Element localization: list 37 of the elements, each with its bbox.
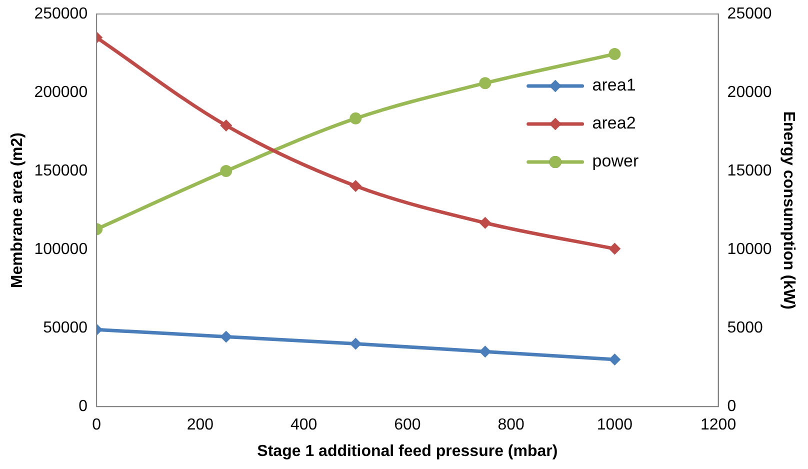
y-tick-label: 200000 (34, 84, 88, 101)
y2-tick-label: 10000 (727, 240, 772, 258)
x-tick-label: 200 (186, 416, 214, 434)
x-tick-label: 400 (290, 416, 318, 434)
point (350, 338, 362, 350)
y2-tick-label: 15000 (727, 162, 772, 180)
x-tick-label: 1000 (596, 416, 633, 434)
legend-label: area2 (592, 114, 636, 133)
y2-tick-label: 20000 (727, 84, 772, 101)
x-tick-label: 1200 (700, 416, 736, 434)
y-tick-label: 0 (78, 398, 88, 416)
x-tick-label: 0 (92, 416, 102, 434)
point (479, 77, 492, 90)
point (350, 112, 362, 124)
y-tick-label: 100000 (34, 240, 88, 258)
point (608, 353, 621, 366)
y-axis-title: Membrane area (m2) (9, 132, 26, 288)
point (220, 165, 232, 178)
point (608, 242, 621, 255)
y2-tick-label: 0 (727, 398, 736, 416)
point (479, 216, 492, 229)
x-axis-title: Stage 1 additional feed pressure (mbar) (257, 442, 558, 460)
legend-label: area1 (592, 76, 636, 95)
point (479, 346, 492, 358)
x-tick-label: 600 (394, 416, 421, 434)
y-tick-label: 50000 (43, 319, 88, 336)
legend-label: power (592, 152, 639, 171)
point (220, 330, 232, 343)
point (220, 120, 232, 132)
y2-axis-title: Energy consumption (kW) (780, 111, 797, 310)
y2-tick-label: 5000 (727, 319, 764, 336)
y2-tick-label: 25000 (727, 5, 772, 22)
x-tick-label: 800 (498, 416, 525, 434)
point (608, 48, 621, 60)
point (350, 180, 362, 192)
y-tick-label: 250000 (34, 5, 88, 22)
y-tick-label: 150000 (34, 162, 88, 180)
